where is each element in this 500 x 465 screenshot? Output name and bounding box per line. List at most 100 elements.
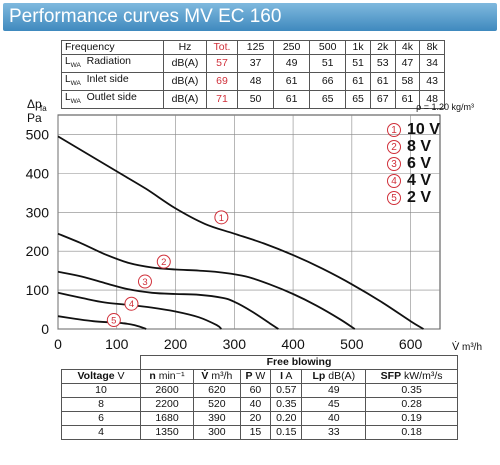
curve-marker-label: 2: [161, 257, 166, 268]
free-blowing-cell: 520: [193, 397, 241, 412]
free-blowing-header: Voltage V: [61, 369, 141, 384]
curve-10v: [57, 135, 424, 330]
frequency-cell: 61: [273, 90, 311, 109]
free-blowing-row: 8 2200 520 40 0.35 45 0.28: [61, 397, 458, 412]
free-blowing-cell: 0.15: [270, 425, 303, 440]
free-blowing-cell: 0.35: [270, 397, 303, 412]
curve-marker-1: [214, 210, 229, 225]
y-tick-label: 300: [26, 204, 50, 220]
frequency-table: Frequency Hz Tot. 125 250 500 1k 2k 4k 8…: [61, 40, 445, 109]
frequency-row-unit: dB(A): [163, 90, 207, 109]
free-blowing-header: Lp dB(A): [301, 369, 367, 384]
curve-2v: [57, 315, 147, 330]
free-blowing-cell: 2200: [139, 397, 195, 412]
free-blowing-cell: 1680: [139, 411, 195, 426]
curve-marker-5: [106, 313, 121, 328]
x-axis-unit: m³/h: [462, 342, 482, 353]
y-axis-label: Δp: [27, 97, 42, 111]
free-blowing-header: I A: [270, 369, 303, 384]
legend-marker: 5: [387, 190, 401, 205]
legend-marker: 1: [387, 122, 401, 137]
legend-marker: 4: [387, 173, 401, 188]
page-title: Performance curves MV EC 160: [9, 6, 282, 27]
free-blowing-caption-row: Free blowing: [62, 355, 458, 370]
legend-item: 1 10 V: [387, 121, 457, 138]
free-blowing-cell: 0.35: [365, 383, 458, 398]
curve-marker-label: 3: [142, 277, 147, 288]
x-tick-label: 0: [54, 336, 62, 352]
free-blowing-header: SFP kW/m³/s: [365, 369, 458, 384]
frequency-cell: 50: [236, 90, 275, 109]
free-blowing-caption: Free blowing: [140, 355, 458, 370]
frequency-cell: 48: [419, 90, 445, 109]
legend-label: 8 V: [407, 137, 432, 155]
x-axis-label: V̇: [452, 340, 460, 353]
free-blowing-cell: 40: [301, 411, 367, 426]
x-tick-label: 500: [340, 336, 364, 352]
legend-label: 6 V: [407, 154, 432, 172]
x-tick-label: 200: [164, 336, 188, 352]
free-blowing-cell: 0.19: [365, 411, 458, 426]
y-axis-unit: Pa: [27, 111, 42, 125]
x-tick-label: 100: [105, 336, 129, 352]
frequency-cell: 67: [369, 90, 396, 109]
legend-item: 2 8 V: [387, 138, 457, 155]
free-blowing-row: 6 1680 390 20 0.20 40 0.19: [61, 411, 458, 426]
y-tick-label: 400: [26, 165, 50, 181]
curve-marker-label: 4: [129, 299, 134, 310]
title-bar: Performance curves MV EC 160: [3, 3, 497, 31]
plot-frame: [57, 114, 441, 330]
free-blowing-cell: 300: [193, 425, 241, 440]
y-tick-label: 100: [26, 282, 50, 298]
free-blowing-cell: 45: [301, 397, 367, 412]
free-blowing-cell: 10: [61, 383, 141, 398]
curve-marker-4: [124, 296, 139, 311]
free-blowing-header: n min⁻¹: [139, 369, 195, 384]
curve-marker-3: [137, 274, 152, 289]
frequency-row: LWA Outlet side dB(A) 71 50 61 65 65 67 61 48: [61, 90, 445, 109]
curve-marker-label: 5: [111, 316, 116, 327]
y-axis-label-sub: fa: [40, 104, 47, 113]
x-tick-label: 600: [399, 336, 423, 352]
free-blowing-row: 10 2600 620 60 0.57 49 0.35: [61, 383, 458, 398]
legend-marker: 2: [387, 139, 401, 154]
free-blowing-cell: 6: [61, 411, 141, 426]
free-blowing-cell: 390: [193, 411, 241, 426]
legend-label: 4 V: [407, 171, 432, 189]
curve-4v: [57, 291, 223, 330]
free-blowing-cell: 15: [239, 425, 272, 440]
y-tick-label: 500: [26, 126, 50, 142]
legend-item: 5 2 V: [387, 189, 457, 206]
free-blowing-header: P W: [239, 369, 272, 384]
frequency-cell: 65: [345, 90, 371, 109]
curve-marker-label: 1: [219, 213, 224, 224]
free-blowing-cell: 49: [301, 383, 367, 398]
voltage-legend: 1 10 V 2 8 V 3 6 V 4 4 V 5 2 V: [387, 121, 457, 206]
band-header: 125: [236, 40, 275, 55]
curve-marker-2: [156, 254, 171, 269]
free-blowing-cell: 0.28: [365, 397, 458, 412]
free-blowing-cell: 20: [239, 411, 272, 426]
frequency-header-row: Frequency Hz Tot. 125 250 500 1k 2k 4k 8…: [61, 40, 445, 55]
free-blowing-cell: 4: [61, 425, 141, 440]
free-blowing-cell: 0.20: [270, 411, 303, 426]
frequency-cell: 65: [309, 90, 347, 109]
curve-6v: [57, 270, 279, 330]
legend-label: 2 V: [407, 188, 432, 206]
free-blowing-header: V̇ m³/h: [193, 369, 241, 384]
legend-label: 10 V: [407, 120, 440, 138]
free-blowing-cell: 33: [301, 425, 367, 440]
x-tick-label: 300: [223, 336, 247, 352]
free-blowing-cell: 620: [193, 383, 241, 398]
free-blowing-cell: 60: [239, 383, 272, 398]
y-tick-label: 200: [26, 243, 50, 259]
curve-8v: [57, 232, 356, 330]
free-blowing-cell: 40: [239, 397, 272, 412]
x-tick-label: 400: [281, 336, 305, 352]
free-blowing-cell: 8: [61, 397, 141, 412]
free-blowing-row: 4 1350 300 15 0.15 33 0.18: [61, 425, 458, 440]
frequency-cell: 34: [419, 54, 445, 73]
